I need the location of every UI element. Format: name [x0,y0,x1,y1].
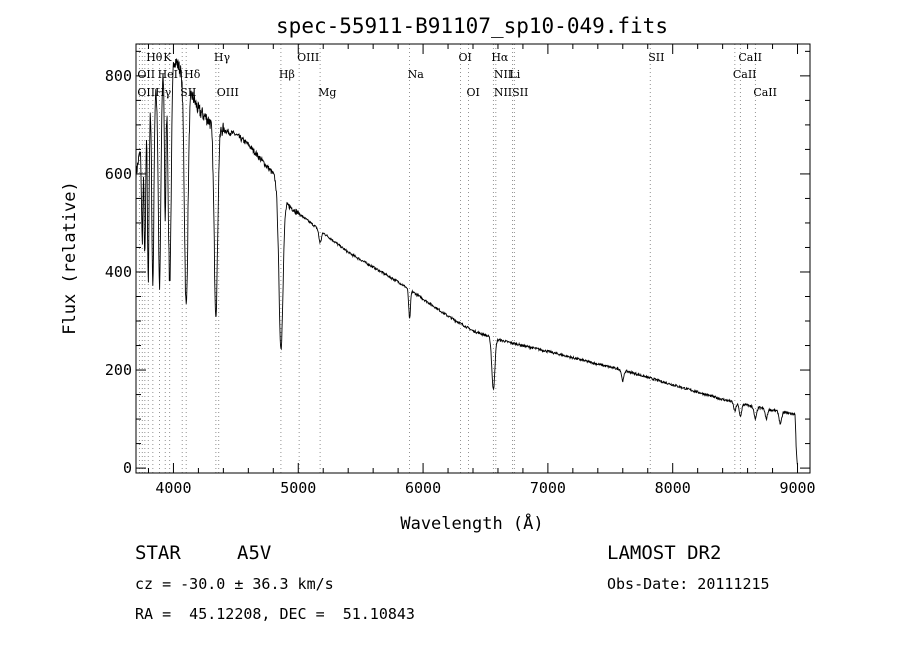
redshift-text: cz = -30.0 ± 36.3 km/s [135,575,334,593]
line-marker-label: OI [467,86,480,99]
class-label: STAR [135,542,181,564]
x-tick-label: 8000 [655,479,691,497]
line-marker-label: Hθ [146,51,163,64]
plot-frame [135,43,811,474]
line-marker-label: Na [408,68,425,81]
spectrum-line [135,58,798,465]
subclass-label: A5V [237,542,272,564]
y-tick-label: 0 [123,459,132,477]
line-marker-label: Hβ [279,68,295,81]
x-axis-ticks: 4000 5000 6000 7000 8000 9000 [147,44,816,497]
x-tick-label: 5000 [280,479,316,497]
y-axis-label: Flux (relative) [60,181,80,335]
line-marker-label: CaII [733,68,757,81]
coords-text: RA = 45.12208, DEC = 51.10843 [135,605,415,623]
line-marker-label: NIISII [494,86,529,99]
line-marker-label: Hδ [184,68,201,81]
line-marker-label: OIIHγ [137,86,171,99]
line-marker-label: NII [494,68,512,81]
line-marker-label: Mg [318,86,336,99]
y-tick-label: 400 [105,263,132,281]
y-tick-label: 200 [105,361,132,379]
y-tick-label: 800 [105,67,132,85]
x-tick-label: 6000 [405,479,441,497]
line-marker-label: OIII [217,86,239,99]
line-marker-label: OIII [297,51,319,64]
obs-date-text: Obs-Date: 20111215 [607,575,770,593]
line-marker-label: Hγ [214,51,231,64]
x-tick-label: 9000 [779,479,815,497]
survey-label: LAMOST DR2 [607,542,722,564]
chart-title: spec-55911-B91107_sp10-049.fits [276,14,668,38]
y-tick-label: 600 [105,165,132,183]
line-marker-label: OI [459,51,472,64]
line-marker-label: Li [509,68,520,81]
x-tick-label: 4000 [155,479,191,497]
line-marker-label: CaII [738,51,762,64]
line-marker-label: CaII [753,86,777,99]
line-marker-label: OII [137,68,155,81]
x-axis-label: Wavelength (Å) [400,512,543,534]
line-marker-label: Hα [491,51,509,64]
y-axis-ticks: 0 200 400 600 800 [105,50,810,477]
x-tick-label: 7000 [530,479,566,497]
line-marker-label: K [163,51,172,64]
line-marker-label: HeI [158,68,178,81]
line-marker-guides [138,44,756,473]
line-marker-label: SII [648,51,664,64]
